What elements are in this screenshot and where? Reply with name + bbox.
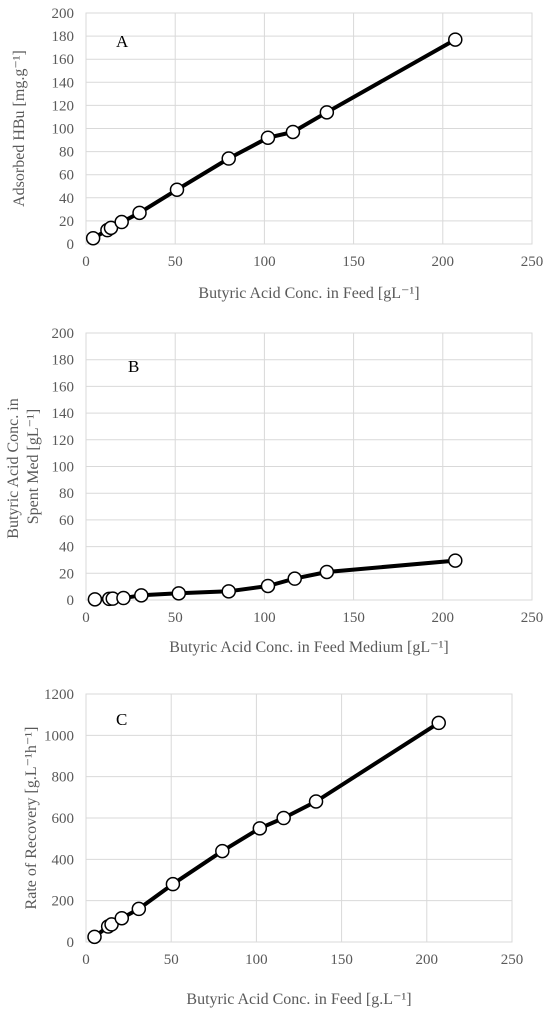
panel-c-y-tick-label: 1000: [44, 728, 74, 744]
panel-b-grid: [85, 332, 533, 601]
panel-b-y-tick-label: 160: [52, 379, 75, 395]
panel-a-x-tick-label: 250: [521, 254, 544, 270]
panel-c-marks: [87, 715, 446, 945]
panel-b-y-tick-label: 0: [67, 593, 75, 609]
panel-c-plot-frame: [85, 693, 513, 943]
panel-a-data-point: [319, 105, 335, 120]
panel-b-data-point: [319, 564, 335, 580]
panel-b-y-tick-label: 120: [52, 433, 75, 449]
panel-a-label: A: [116, 32, 129, 51]
panel-b-y-tick-label: 200: [52, 326, 75, 342]
panel-c-x-tick-label: 200: [416, 952, 439, 968]
panel-a-data-point: [448, 32, 463, 47]
panel-a-data-point: [285, 124, 301, 140]
panel-a-y-tick-label: 140: [52, 75, 75, 91]
panel-b-plot-frame: [85, 332, 533, 601]
panel-b-data-point: [221, 584, 236, 599]
panel-b-label: B: [128, 357, 139, 376]
panel-a-data-point: [132, 205, 147, 221]
panel-a-y-tick-label: 0: [67, 237, 75, 253]
panel-c-y-tick-label: 400: [52, 852, 75, 868]
panel-b-data-point: [134, 588, 149, 603]
panel-b-data-point: [260, 578, 276, 594]
panel-c-x-tick-label: 250: [501, 952, 524, 968]
panel-a-y-tick-label: 180: [52, 29, 75, 45]
panel-b-y-axis-title-line-1: Butyric Acid Conc. in: [5, 398, 22, 538]
panel-b-y-tick-label: 40: [59, 540, 74, 556]
panel-c: C Butyric Acid Conc. in Feed [g.L⁻¹] Rat…: [23, 687, 523, 1008]
panel-b-y-tick-label: 60: [59, 513, 74, 529]
panel-a-x-tick-label: 50: [168, 254, 183, 270]
panel-c-data-point: [431, 715, 446, 731]
panel-c-data-point: [215, 843, 230, 859]
panel-b-y-axis-title-line-2: Spent Med [gL⁻¹]: [25, 409, 42, 524]
panel-b-y-axis-title: Butyric Acid Conc. in Spent Med [gL⁻¹]: [5, 394, 42, 538]
panel-c-data-point: [131, 901, 147, 917]
panel-b-data-point: [448, 553, 463, 568]
panel-c-y-tick-label: 800: [52, 770, 75, 786]
panel-b-data-point: [87, 592, 103, 607]
panel-c-data-point: [252, 821, 268, 836]
panel-a: A Butyric Acid Conc. in Feed [gL⁻¹] Adso…: [11, 6, 543, 302]
panel-c-x-axis-title: Butyric Acid Conc. in Feed [g.L⁻¹]: [186, 991, 411, 1008]
panel-c-data-point: [308, 794, 324, 809]
panel-a-x-tick-label: 200: [432, 254, 455, 270]
panel-a-x-tick-label: 0: [82, 254, 90, 270]
panel-a-data-point: [169, 182, 185, 197]
panel-a-y-tick-label: 60: [59, 168, 74, 184]
panel-c-data-point: [114, 910, 130, 926]
panel-a-data-point: [260, 130, 276, 145]
panel-b-y-tick-label: 80: [59, 486, 74, 502]
panel-c-y-tick-label: 0: [67, 935, 75, 951]
panel-c-x-tick-label: 150: [330, 952, 353, 968]
panel-c-data-point: [165, 876, 181, 892]
panel-c-y-tick-label: 200: [52, 894, 75, 910]
panel-a-y-axis-title: Adsorbed HBu [mg.g⁻¹]: [11, 50, 28, 207]
panel-b-x-tick-label: 50: [168, 610, 183, 626]
panel-a-plot-frame: [85, 12, 533, 245]
panel-c-data-point: [276, 810, 291, 826]
panel-a-y-tick-label: 160: [52, 52, 75, 68]
panel-b-x-tick-label: 150: [342, 610, 365, 626]
panel-b-data-point: [171, 586, 187, 601]
panel-b-y-tick-label: 180: [52, 353, 75, 369]
panel-a-marks: [85, 32, 463, 246]
panel-b-x-tick-label: 250: [521, 610, 544, 626]
panel-c-y-axis-title: Rate of Recovery [g.L⁻¹h⁻¹]: [23, 727, 40, 910]
panel-b-x-axis-title: Butyric Acid Conc. in Feed Medium [gL⁻¹]: [169, 639, 448, 656]
panel-a-x-axis-title: Butyric Acid Conc. in Feed [gL⁻¹]: [198, 285, 419, 302]
panel-b-x-tick-label: 200: [432, 610, 455, 626]
panel-c-data-point: [87, 929, 102, 945]
panel-b-data-point: [287, 571, 302, 586]
panel-a-data-point: [85, 230, 101, 246]
panel-a-y-tick-label: 40: [59, 191, 74, 207]
panel-a-y-tick-label: 120: [52, 98, 75, 114]
panel-c-x-tick-label: 0: [82, 952, 90, 968]
panel-b-series-line: [92, 558, 458, 602]
panel-b-x-tick-label: 100: [253, 610, 276, 626]
panel-c-y-tick-label: 1200: [44, 687, 74, 703]
panel-b-marks: [87, 553, 463, 607]
panel-c-x-tick-label: 50: [164, 952, 179, 968]
panel-a-grid: [85, 12, 533, 245]
panel-b-y-tick-label: 100: [52, 460, 75, 476]
panel-c-y-tick-label: 600: [52, 811, 75, 827]
panel-b-y-tick-label: 140: [52, 406, 75, 422]
panel-a-data-point: [221, 151, 236, 166]
panel-c-x-tick-label: 100: [245, 952, 268, 968]
panel-a-y-tick-label: 100: [52, 122, 75, 138]
panel-b-y-tick-label: 20: [59, 566, 74, 582]
panel-b-x-tick-label: 0: [82, 610, 90, 626]
panel-a-data-point: [114, 214, 129, 230]
panel-a-y-tick-label: 80: [59, 145, 74, 161]
panel-b: B Butyric Acid Conc. in Feed Medium [gL⁻…: [5, 326, 543, 656]
panel-a-x-tick-label: 150: [342, 254, 365, 270]
panel-a-x-tick-label: 100: [253, 254, 276, 270]
panel-a-y-tick-label: 200: [52, 6, 75, 22]
panel-a-y-tick-label: 20: [59, 214, 74, 230]
panel-c-grid: [85, 693, 513, 943]
panel-b-data-point: [116, 590, 131, 606]
panel-c-label: C: [116, 710, 127, 729]
